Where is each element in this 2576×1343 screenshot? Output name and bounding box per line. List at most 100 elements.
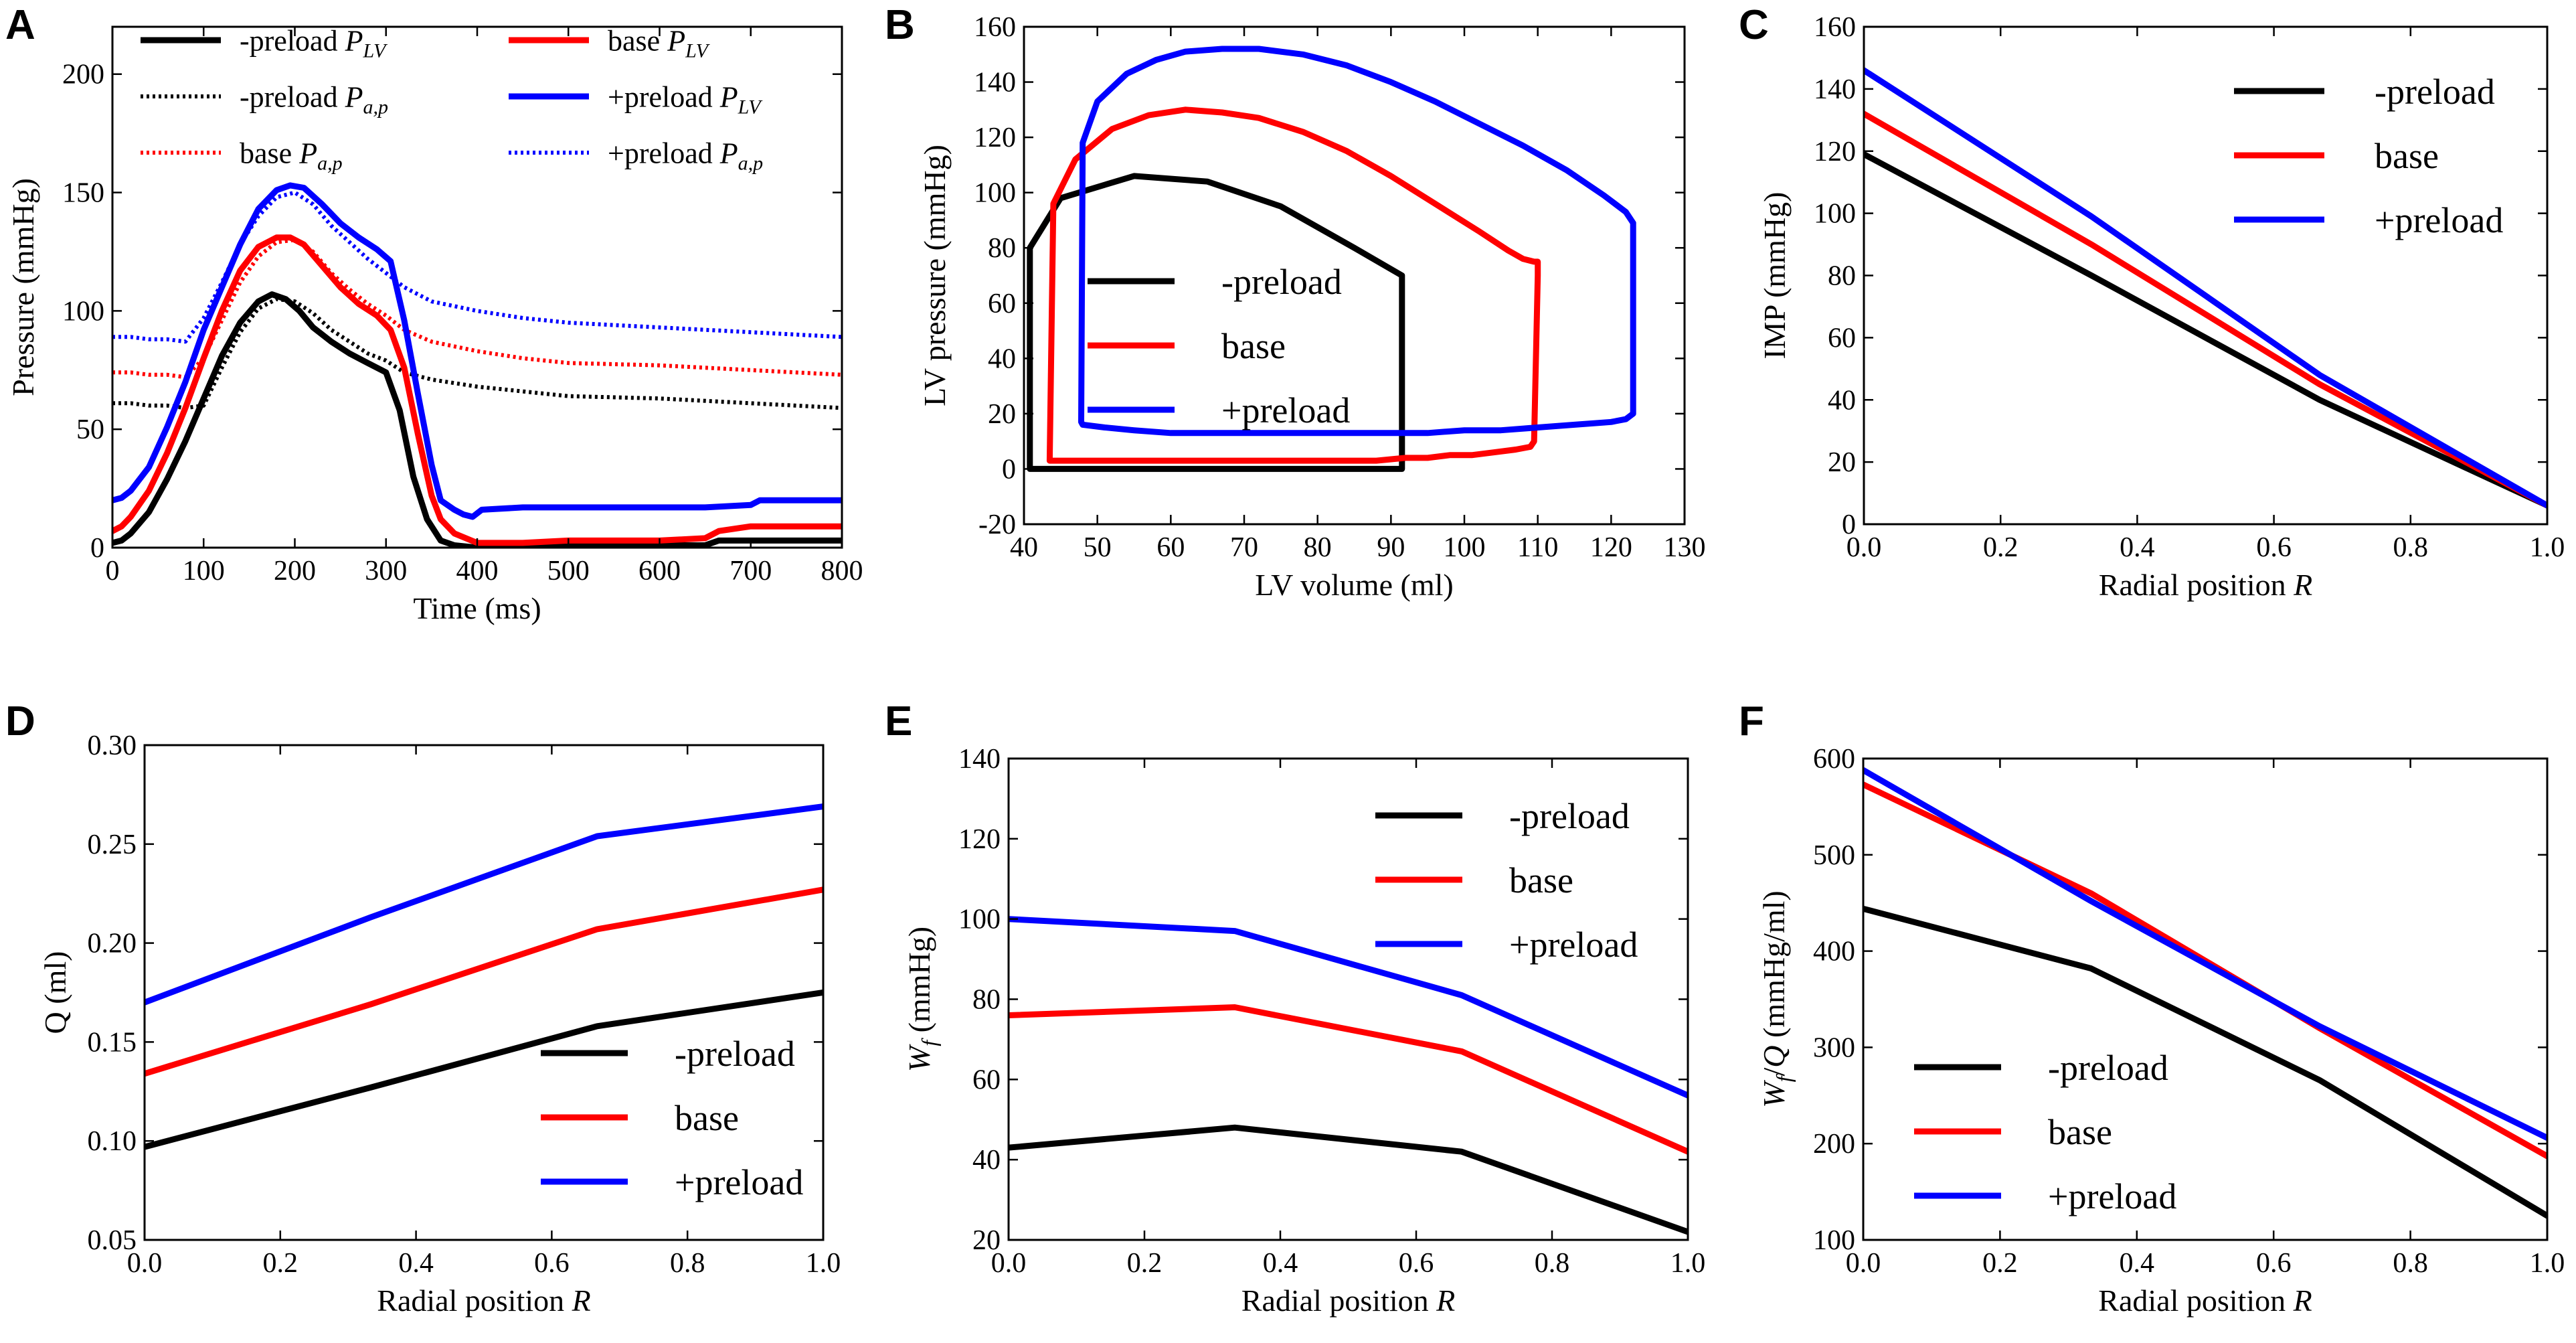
series-line-a-0 bbox=[112, 291, 842, 548]
y-tick-label-e-6: 140 bbox=[958, 744, 1001, 775]
panel-letter-b: B bbox=[885, 2, 915, 48]
y-tick-label-c-2: 40 bbox=[1828, 385, 1856, 416]
x-tick-label-d-5: 1.0 bbox=[806, 1248, 841, 1279]
panel-letter-d: D bbox=[5, 698, 35, 744]
x-tick-label-a-3: 300 bbox=[365, 556, 407, 586]
legend-label-a-3: base Pa,p bbox=[240, 137, 343, 174]
series-line-b-1 bbox=[1046, 106, 1541, 464]
x-tick-label-b-9: 130 bbox=[1664, 532, 1706, 563]
x-tick-label-a-4: 400 bbox=[456, 556, 499, 586]
y-tick-label-c-6: 120 bbox=[1814, 137, 1856, 167]
x-tick-label-f-2: 0.4 bbox=[2120, 1248, 2155, 1279]
x-tick-label-c-2: 0.4 bbox=[2120, 532, 2155, 563]
x-tick-label-c-3: 0.6 bbox=[2256, 532, 2292, 563]
plot-frame-f bbox=[1862, 757, 2549, 1241]
series-line-a-1 bbox=[112, 297, 842, 410]
y-tick-label-d-2: 0.15 bbox=[88, 1027, 137, 1058]
legend-label-d-0: -preload bbox=[675, 1034, 795, 1074]
x-axis-label-c: Radial position R bbox=[2099, 568, 2312, 602]
series-line-f-1 bbox=[1863, 781, 2547, 1160]
x-tick-label-d-0: 0.0 bbox=[127, 1248, 163, 1279]
y-axis-label-e: Wf (mmHg) bbox=[902, 927, 941, 1072]
y-tick-label-e-5: 120 bbox=[958, 824, 1001, 855]
legend-label-d-1: base bbox=[675, 1098, 739, 1138]
x-tick-label-a-2: 200 bbox=[274, 556, 316, 586]
y-tick-label-b-7: 120 bbox=[974, 123, 1016, 153]
x-tick-label-c-0: 0.0 bbox=[1847, 532, 1882, 563]
panel-letter-f: F bbox=[1739, 698, 1764, 744]
y-tick-label-b-2: 20 bbox=[988, 399, 1016, 430]
y-tick-label-c-0: 0 bbox=[1842, 509, 1856, 540]
y-tick-label-b-8: 140 bbox=[974, 68, 1016, 98]
x-tick-label-b-2: 60 bbox=[1156, 532, 1185, 563]
x-tick-label-b-0: 40 bbox=[1010, 532, 1038, 563]
y-tick-label-c-8: 160 bbox=[1814, 12, 1856, 43]
plot-area-c bbox=[1864, 67, 2547, 509]
series-line-e-0 bbox=[1009, 1124, 1688, 1235]
x-tick-label-e-4: 0.8 bbox=[1535, 1248, 1570, 1279]
y-tick-label-c-3: 60 bbox=[1828, 323, 1856, 353]
x-tick-label-b-1: 50 bbox=[1084, 532, 1112, 563]
y-tick-label-d-4: 0.25 bbox=[88, 830, 137, 860]
legend-label-a-4: +preload PLV bbox=[608, 80, 763, 118]
y-tick-label-b-9: 160 bbox=[974, 12, 1016, 43]
y-tick-label-a-2: 100 bbox=[62, 296, 104, 327]
legend-label-b-0: -preload bbox=[1221, 262, 1342, 302]
panel-letter-c: C bbox=[1739, 2, 1769, 48]
series-line-e-1 bbox=[1009, 1004, 1688, 1155]
x-axis-label-a: Time (ms) bbox=[413, 591, 541, 625]
y-tick-label-a-3: 150 bbox=[62, 178, 104, 209]
plot-area-a bbox=[112, 182, 842, 548]
series-line-c-0 bbox=[1864, 151, 2547, 509]
y-tick-label-c-1: 20 bbox=[1828, 447, 1856, 478]
x-tick-label-b-3: 70 bbox=[1230, 532, 1258, 563]
x-tick-label-e-3: 0.6 bbox=[1399, 1248, 1434, 1279]
y-tick-label-a-0: 0 bbox=[90, 533, 104, 564]
y-tick-label-e-1: 40 bbox=[972, 1145, 1001, 1176]
y-axis-label-b: LV pressure (mmHg) bbox=[918, 145, 952, 406]
series-line-d-1 bbox=[145, 886, 823, 1077]
y-tick-label-b-0: -20 bbox=[978, 509, 1016, 540]
y-tick-label-e-2: 60 bbox=[972, 1064, 1001, 1095]
y-tick-label-f-0: 100 bbox=[1813, 1225, 1855, 1256]
x-tick-label-e-0: 0.0 bbox=[991, 1248, 1027, 1279]
y-tick-label-e-3: 80 bbox=[972, 985, 1001, 1016]
y-tick-label-f-2: 300 bbox=[1813, 1032, 1855, 1063]
plot-area-d bbox=[145, 803, 823, 1150]
x-tick-label-e-1: 0.2 bbox=[1127, 1248, 1163, 1279]
y-tick-label-c-7: 140 bbox=[1814, 74, 1856, 105]
x-tick-label-b-7: 110 bbox=[1517, 532, 1558, 563]
series-line-e-2 bbox=[1009, 916, 1688, 1099]
x-tick-label-c-1: 0.2 bbox=[1983, 532, 2019, 563]
legend-label-f-1: base bbox=[2048, 1112, 2112, 1152]
x-tick-label-a-6: 600 bbox=[638, 556, 681, 586]
x-tick-label-b-4: 80 bbox=[1304, 532, 1332, 563]
plot-frame-d bbox=[143, 744, 825, 1241]
x-tick-label-a-5: 500 bbox=[547, 556, 590, 586]
series-line-f-2 bbox=[1863, 767, 2547, 1141]
x-axis-label-f: Radial position R bbox=[2098, 1283, 2312, 1318]
y-tick-label-f-5: 600 bbox=[1813, 744, 1855, 775]
legend-label-f-0: -preload bbox=[2048, 1048, 2168, 1088]
x-tick-label-f-1: 0.2 bbox=[1982, 1248, 2018, 1279]
y-tick-label-f-1: 200 bbox=[1813, 1129, 1855, 1160]
x-axis-label-e: Radial position R bbox=[1241, 1283, 1455, 1318]
legend-label-e-1: base bbox=[1509, 860, 1573, 900]
legend-label-c-0: -preload bbox=[2375, 72, 2495, 112]
x-tick-label-c-5: 1.0 bbox=[2530, 532, 2565, 563]
legend-label-e-2: +preload bbox=[1509, 925, 1638, 965]
plot-area-f bbox=[1863, 767, 2547, 1219]
legend-label-c-1: base bbox=[2375, 136, 2439, 176]
x-tick-label-f-5: 1.0 bbox=[2530, 1248, 2565, 1279]
series-line-d-2 bbox=[145, 803, 823, 1006]
x-tick-label-a-1: 100 bbox=[183, 556, 225, 586]
legend-label-f-2: +preload bbox=[2048, 1176, 2176, 1216]
series-line-c-1 bbox=[1864, 110, 2547, 509]
y-tick-label-b-1: 0 bbox=[1002, 454, 1016, 485]
